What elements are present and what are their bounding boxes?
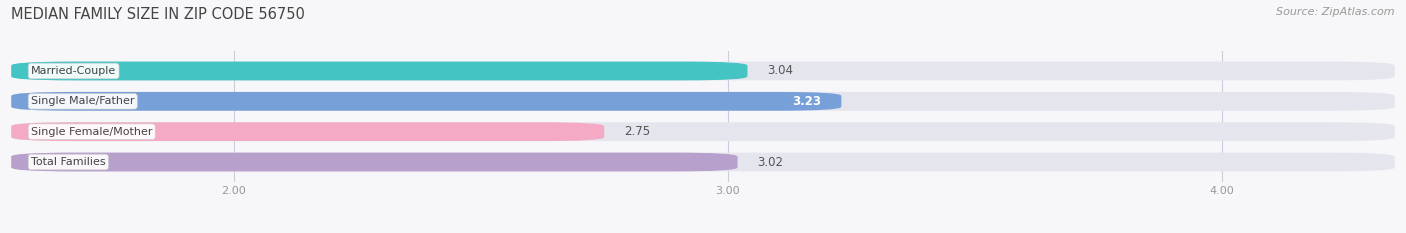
FancyBboxPatch shape <box>11 122 1395 141</box>
Text: Single Male/Father: Single Male/Father <box>31 96 135 106</box>
FancyBboxPatch shape <box>11 153 738 171</box>
Text: 3.23: 3.23 <box>793 95 821 108</box>
FancyBboxPatch shape <box>11 62 1395 80</box>
Text: Total Families: Total Families <box>31 157 105 167</box>
FancyBboxPatch shape <box>11 92 1395 111</box>
Text: 2.75: 2.75 <box>624 125 650 138</box>
Text: 3.02: 3.02 <box>758 155 783 168</box>
FancyBboxPatch shape <box>11 92 841 111</box>
Text: Married-Couple: Married-Couple <box>31 66 117 76</box>
Text: 3.04: 3.04 <box>768 65 793 78</box>
Text: Source: ZipAtlas.com: Source: ZipAtlas.com <box>1277 7 1395 17</box>
FancyBboxPatch shape <box>11 153 1395 171</box>
FancyBboxPatch shape <box>11 122 605 141</box>
FancyBboxPatch shape <box>11 62 748 80</box>
Text: Single Female/Mother: Single Female/Mother <box>31 127 152 137</box>
Text: MEDIAN FAMILY SIZE IN ZIP CODE 56750: MEDIAN FAMILY SIZE IN ZIP CODE 56750 <box>11 7 305 22</box>
